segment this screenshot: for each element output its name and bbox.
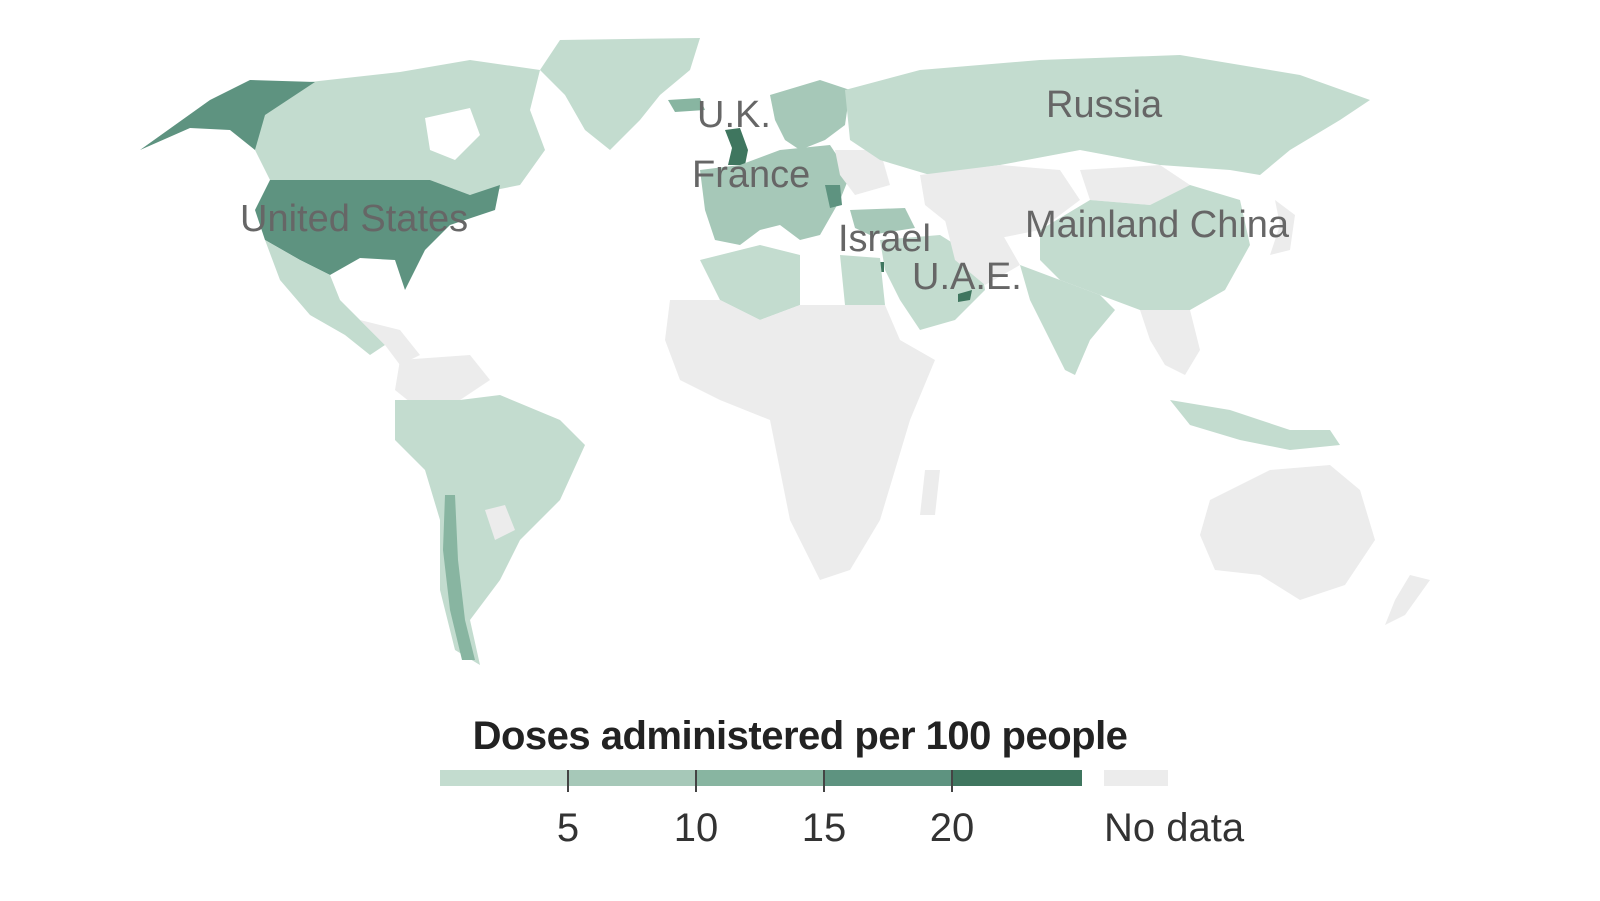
region-uae: [958, 290, 972, 302]
region-uk: [725, 128, 748, 165]
legend-tick-20: [951, 770, 953, 792]
region-southeast-asia: [1140, 310, 1200, 375]
region-iran: [945, 220, 1020, 285]
label-uae: U.A.E.: [912, 256, 1022, 298]
label-russia: Russia: [1046, 84, 1163, 126]
legend-swatch-5-10: [568, 770, 696, 786]
region-indonesia: [1170, 400, 1340, 450]
legend-swatch-15-20: [824, 770, 952, 786]
region-belarus-ukraine: [835, 150, 890, 195]
world-map: [140, 38, 1430, 665]
label-uk: U.K.: [697, 94, 771, 136]
region-alaska: [140, 80, 315, 150]
region-india: [1020, 265, 1115, 375]
legend-tick-15: [823, 770, 825, 792]
region-iceland: [668, 98, 705, 112]
legend-no-data-label: No data: [1104, 806, 1245, 850]
legend-swatch-no-data: [1104, 770, 1168, 786]
region-africa: [665, 300, 935, 580]
legend-tick-label-15: 15: [801, 806, 847, 850]
legend-swatch-10-15: [696, 770, 824, 786]
region-egypt: [840, 255, 885, 305]
region-central-asia: [920, 165, 1080, 240]
region-greenland: [540, 38, 700, 150]
region-north-africa: [700, 245, 800, 320]
legend-tick-label-5: 5: [556, 806, 580, 850]
region-central-america: [360, 320, 420, 365]
legend-tick-label-20: 20: [929, 806, 975, 850]
region-serbia: [825, 185, 842, 208]
region-paraguay: [485, 505, 515, 540]
legend-tick-label-10: 10: [673, 806, 719, 850]
region-europe: [700, 145, 850, 245]
region-australia: [1200, 465, 1375, 600]
region-scandinavia: [770, 80, 850, 150]
legend-swatch-20-plus: [952, 770, 1082, 786]
region-china: [1040, 185, 1250, 310]
label-china: Mainland China: [1025, 204, 1290, 246]
region-russia: [845, 55, 1370, 175]
region-chile: [443, 495, 475, 660]
label-france: France: [692, 154, 811, 196]
region-south-america-north: [395, 355, 490, 410]
label-united-states: United States: [240, 198, 469, 240]
region-turkey: [850, 208, 915, 235]
legend-swatch-0-5: [440, 770, 568, 786]
label-israel: Israel: [838, 218, 931, 260]
region-united-states: [255, 180, 500, 290]
region-mexico: [265, 240, 385, 355]
region-madagascar: [920, 470, 940, 515]
region-japan: [1270, 200, 1295, 255]
region-hudson-bay: [425, 108, 480, 160]
region-new-zealand: [1385, 575, 1430, 625]
region-canada: [255, 60, 545, 195]
legend-tick-10: [695, 770, 697, 792]
legend-tick-5: [567, 770, 569, 792]
legend-title: Doses administered per 100 people: [472, 714, 1128, 758]
region-mongolia: [1080, 165, 1190, 205]
region-south-america: [395, 395, 585, 665]
